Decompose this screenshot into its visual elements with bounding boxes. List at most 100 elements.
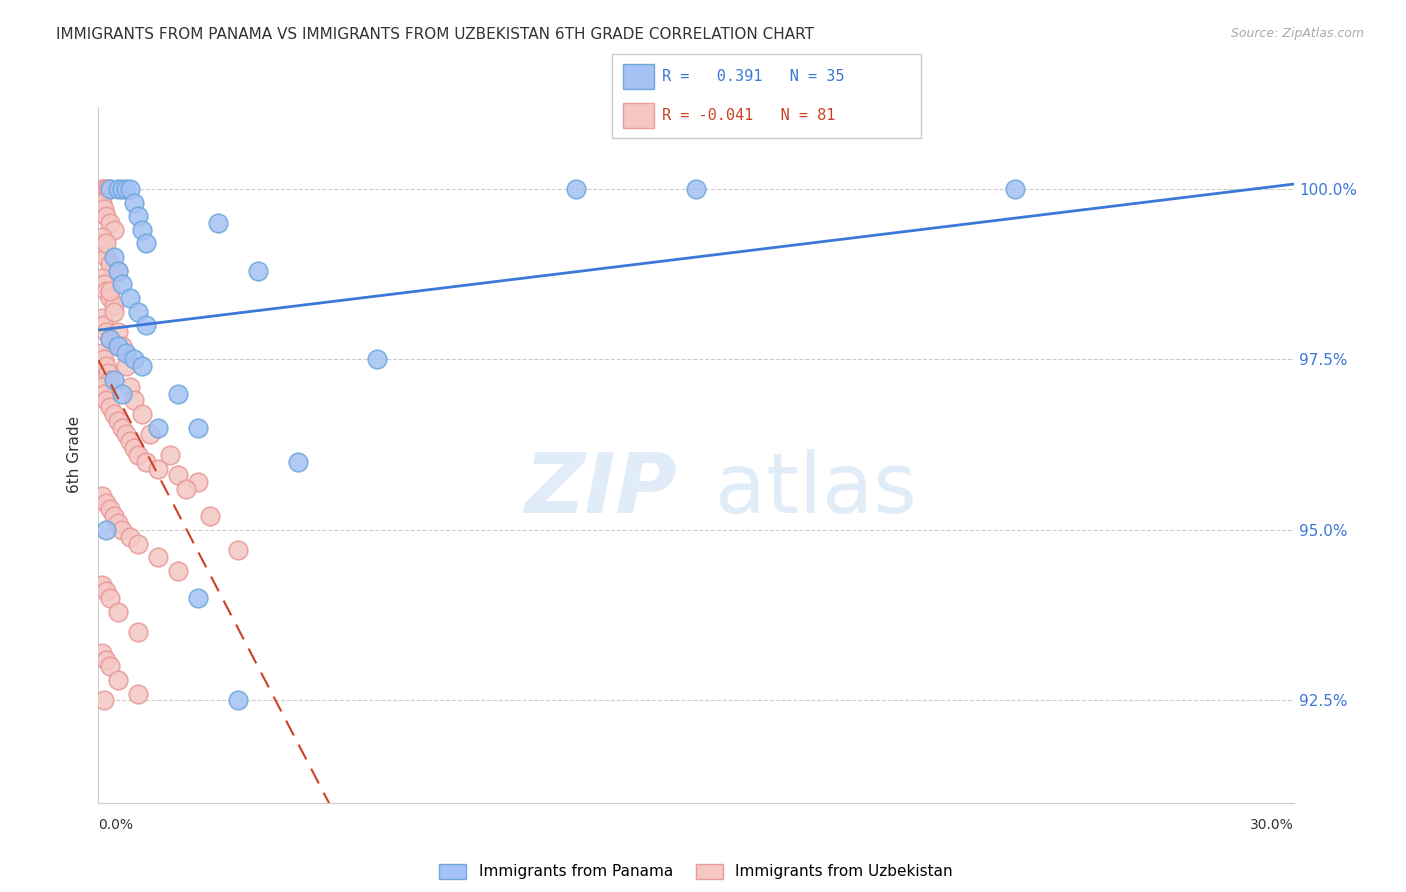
Point [96, 284, 118, 298]
Point [91, 229, 114, 244]
Point [96, 652, 118, 666]
Point [107, 182, 129, 196]
Point [103, 250, 125, 264]
Point [98, 332, 122, 346]
Point [127, 536, 149, 550]
Point [111, 386, 134, 401]
Point [96, 182, 118, 196]
Point [98, 659, 122, 673]
Point [115, 359, 138, 374]
Text: 0.0%: 0.0% [98, 818, 134, 832]
Point [685, 182, 707, 196]
Text: R = -0.041   N = 81: R = -0.041 N = 81 [662, 108, 835, 122]
Point [93, 352, 115, 367]
Point [131, 359, 153, 374]
Point [167, 386, 190, 401]
Point [127, 448, 149, 462]
Point [107, 325, 129, 339]
Point [148, 550, 170, 565]
Point [207, 216, 229, 230]
Point [96, 209, 118, 223]
Point [107, 605, 129, 619]
Point [107, 339, 129, 353]
Point [91, 195, 114, 210]
Point [187, 420, 209, 434]
Text: 30.0%: 30.0% [1250, 818, 1294, 832]
Point [124, 441, 146, 455]
Point [127, 687, 149, 701]
Point [91, 380, 114, 394]
Point [103, 298, 125, 312]
Text: atlas: atlas [714, 450, 917, 530]
Point [97, 182, 120, 196]
Point [111, 182, 134, 196]
Point [115, 427, 138, 442]
Point [131, 407, 153, 421]
Y-axis label: 6th Grade: 6th Grade [67, 417, 83, 493]
Point [115, 182, 138, 196]
Point [120, 380, 142, 394]
Point [124, 393, 146, 408]
Point [167, 564, 190, 578]
Point [107, 339, 129, 353]
Point [111, 277, 134, 292]
Point [96, 250, 118, 264]
Point [93, 318, 115, 333]
Point [96, 236, 118, 251]
Point [174, 482, 197, 496]
Point [96, 393, 118, 408]
Point [187, 475, 209, 490]
Text: Source: ZipAtlas.com: Source: ZipAtlas.com [1230, 27, 1364, 40]
Point [91, 182, 114, 196]
Point [96, 325, 118, 339]
Point [111, 339, 134, 353]
Point [107, 673, 129, 687]
Point [107, 516, 129, 530]
Point [131, 223, 153, 237]
Point [103, 304, 125, 318]
Point [98, 502, 122, 516]
Point [98, 216, 122, 230]
Point [127, 625, 149, 640]
Point [135, 318, 157, 333]
Point [120, 530, 142, 544]
Point [1004, 182, 1026, 196]
Point [93, 182, 115, 196]
Point [287, 455, 309, 469]
Point [111, 523, 134, 537]
Point [107, 414, 129, 428]
Point [226, 693, 249, 707]
Point [98, 591, 122, 606]
Point [103, 373, 125, 387]
Point [91, 577, 114, 591]
Point [96, 523, 118, 537]
Point [103, 509, 125, 524]
Point [565, 182, 588, 196]
Point [98, 284, 122, 298]
Point [226, 543, 249, 558]
Point [98, 291, 122, 305]
Point [124, 352, 146, 367]
Point [98, 182, 122, 196]
Point [198, 509, 221, 524]
Point [167, 468, 190, 483]
Point [98, 182, 122, 196]
Point [135, 455, 157, 469]
Point [120, 434, 142, 449]
Point [91, 311, 114, 326]
Point [115, 345, 138, 359]
Point [135, 236, 157, 251]
Point [93, 386, 115, 401]
Point [103, 407, 125, 421]
Point [97, 366, 120, 380]
Point [91, 270, 114, 285]
Point [111, 420, 134, 434]
Point [246, 264, 269, 278]
Point [107, 264, 129, 278]
Point [148, 420, 170, 434]
Point [187, 591, 209, 606]
Point [139, 427, 162, 442]
Point [124, 195, 146, 210]
Point [96, 584, 118, 599]
Point [103, 223, 125, 237]
